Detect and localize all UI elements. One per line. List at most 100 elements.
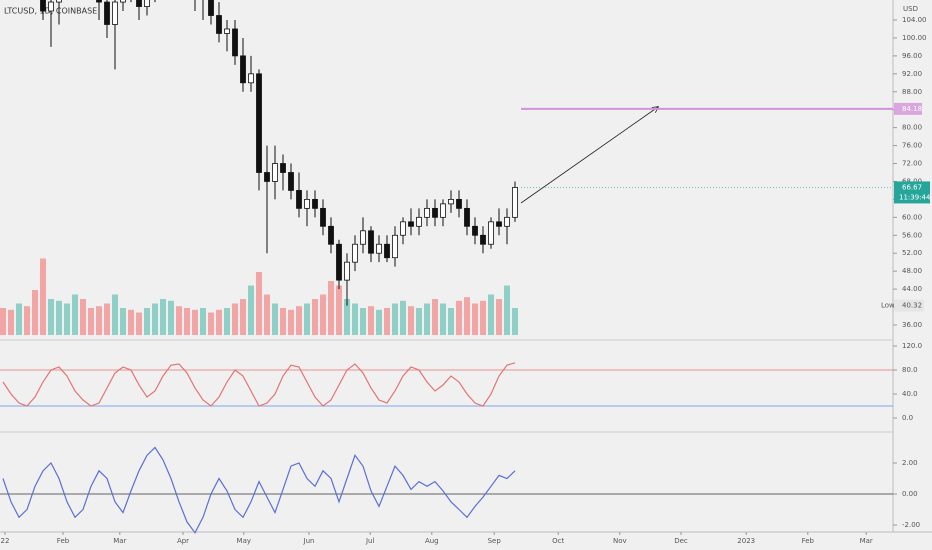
candle-body — [56, 0, 62, 3]
x-tick-label: Jun — [303, 537, 315, 545]
volume-bar — [472, 303, 478, 335]
volume-bar — [224, 308, 230, 335]
y-tick-label: 76.00 — [902, 142, 922, 150]
candle-body — [144, 0, 150, 7]
candle-body — [208, 0, 214, 16]
volume-bar — [304, 303, 310, 335]
y-tick-label: 0.00 — [902, 490, 918, 498]
volume-bar — [216, 309, 222, 335]
volume-bar — [88, 308, 94, 335]
volume-bar — [320, 294, 326, 335]
candle-body — [120, 0, 126, 3]
x-tick-label: Aug — [425, 537, 439, 545]
volume-bar — [192, 309, 198, 335]
candle-body — [240, 55, 246, 84]
candle-body — [408, 221, 414, 227]
y-tick-label: 48.00 — [902, 267, 922, 275]
x-tick-label: Dec — [674, 537, 688, 545]
candle-body — [272, 163, 278, 182]
volume-bar — [248, 285, 254, 335]
volume-bar — [152, 303, 158, 335]
candle-body — [344, 261, 350, 281]
volume-bar — [64, 303, 70, 335]
candle-body — [312, 198, 318, 209]
candle-body — [456, 198, 462, 209]
volume-bar — [264, 294, 270, 335]
volume-bar — [40, 258, 46, 335]
y-tick-label: 40.0 — [902, 390, 918, 398]
y-tick-label: 80.0 — [902, 366, 918, 374]
low-tag — [894, 299, 924, 312]
volume-bar — [176, 306, 182, 335]
y-tick-label: 52.00 — [902, 249, 922, 257]
y-tick-label: 120.0 — [902, 342, 922, 350]
candle-body — [472, 225, 478, 236]
x-tick-label: Apr — [177, 537, 189, 545]
candle-body — [320, 207, 326, 227]
candle-body — [440, 203, 446, 218]
candle-body — [112, 1, 118, 25]
candle-body — [216, 15, 222, 34]
volume-bar — [408, 306, 414, 335]
last-price-label: 66.67 — [902, 183, 922, 191]
candle-body — [464, 207, 470, 227]
volume-bar — [456, 300, 462, 335]
volume-bar — [448, 308, 454, 335]
candle-body — [328, 225, 334, 245]
candle-body — [432, 207, 438, 218]
y-tick-label: -2.00 — [902, 521, 920, 529]
volume-bar — [32, 290, 38, 335]
volume-bar — [104, 303, 110, 335]
x-tick-label: Jul — [365, 537, 375, 545]
volume-bar — [16, 303, 22, 335]
y-tick-label: 2.00 — [902, 459, 918, 467]
volume-bar — [184, 308, 190, 335]
volume-bar — [392, 303, 398, 335]
volume-bar — [112, 294, 118, 335]
last-price-tag — [894, 181, 930, 204]
volume-bar — [120, 308, 126, 335]
candle-body — [376, 243, 382, 254]
volume-bar — [504, 285, 510, 335]
volume-bar — [512, 308, 518, 335]
low-label: Low — [881, 302, 895, 310]
currency-label: USD — [903, 5, 918, 13]
candle-body — [96, 0, 102, 3]
candle-body — [448, 198, 454, 205]
volume-bar — [24, 306, 30, 335]
x-tick-label: Feb — [57, 537, 70, 545]
x-tick-label: 22 — [1, 537, 10, 545]
candle-body — [496, 221, 502, 227]
candle-body — [400, 221, 406, 236]
candle-body — [384, 243, 390, 259]
candle-body — [280, 163, 286, 173]
y-tick-label: 56.00 — [902, 231, 922, 239]
trend-arrow — [520, 107, 658, 204]
volume-bar — [432, 299, 438, 335]
volume-bar — [464, 297, 470, 335]
candle-body — [104, 1, 110, 25]
volume-bar — [0, 308, 6, 335]
candle-body — [480, 234, 486, 245]
volume-bar — [48, 299, 54, 335]
candle-body — [264, 172, 270, 182]
level-tag — [894, 102, 922, 115]
volume-bar — [56, 300, 62, 335]
y-tick-label: 44.00 — [902, 285, 922, 293]
y-tick-label: 72.00 — [902, 160, 922, 168]
candle-body — [48, 1, 54, 12]
volume-bar — [480, 300, 486, 335]
y-tick-label: 88.00 — [902, 88, 922, 96]
low-value: 40.32 — [902, 302, 922, 310]
y-tick-label: 0.0 — [902, 414, 913, 422]
x-tick-label: Mar — [860, 537, 873, 545]
volume-bar — [312, 299, 318, 335]
volume-bar — [400, 300, 406, 335]
volume-bar — [272, 303, 278, 335]
candle-body — [40, 0, 46, 12]
y-tick-label: 36.00 — [902, 321, 922, 329]
candle-body — [304, 198, 310, 209]
volume-bar — [96, 306, 102, 335]
